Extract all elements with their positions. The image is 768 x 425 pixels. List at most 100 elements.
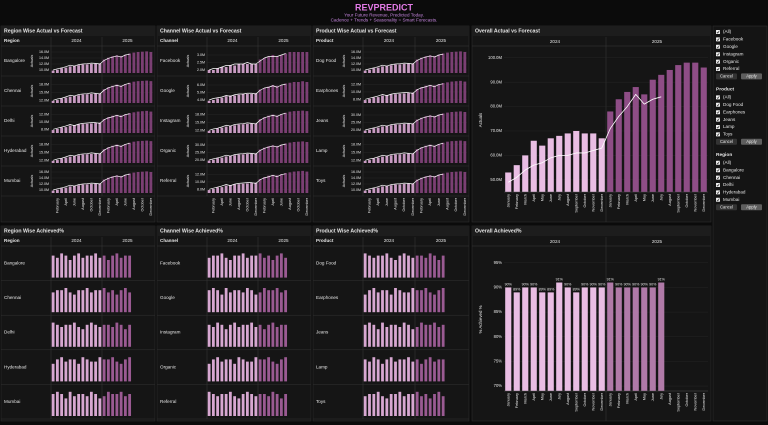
filter-option[interactable]: (All) [723,95,732,100]
filter-option[interactable]: Jeans [723,117,736,122]
checkbox[interactable] [716,67,720,71]
bar [284,53,288,73]
checkmark [716,38,720,41]
bar [72,359,76,382]
filter-option[interactable]: Bangalore [723,167,744,172]
button[interactable] [716,138,737,145]
bar [111,357,115,382]
button[interactable] [716,204,737,211]
filter-option[interactable]: Chennai [723,175,740,180]
bar [385,398,389,416]
filter-option[interactable]: (All) [723,29,732,34]
checkbox[interactable] [716,44,720,49]
button-label[interactable]: Apply [746,139,757,144]
filter-option[interactable]: Referral [723,66,739,71]
bar [262,147,266,163]
x-tick-label: April [220,198,224,206]
filter-option[interactable]: Instagram [723,51,744,56]
bar [564,133,571,192]
bar [51,255,55,278]
x-tick-label: June [549,393,553,401]
bar [72,294,76,313]
bar [55,69,59,73]
bar [424,116,428,133]
checkbox[interactable] [716,37,720,42]
axis-label: Actuals [342,55,346,68]
button-label[interactable]: Apply [746,74,757,79]
bar [51,394,55,416]
data-label: 89% [547,287,555,291]
checkmark [716,183,720,187]
line [209,53,286,71]
button[interactable] [741,73,762,80]
filter-option[interactable]: (All) [723,160,732,165]
bar [220,394,224,416]
bar [77,327,81,347]
row-label: Chennai [4,295,21,300]
button[interactable] [741,138,762,145]
checkbox[interactable] [716,183,720,187]
bar [402,253,406,278]
checkbox[interactable] [716,117,720,122]
filter-option[interactable]: Delhi [723,182,733,187]
checkbox[interactable] [716,110,720,115]
x-tick-label: June [123,198,127,206]
filter-option[interactable]: Google [723,44,738,49]
filter-option[interactable]: Toys [723,132,733,137]
bar [420,363,423,382]
bar [111,255,115,278]
button-label[interactable]: Cancel [720,204,733,209]
x-tick-label: February [420,198,424,213]
checkbox[interactable] [716,160,720,165]
checkbox[interactable] [716,125,720,129]
axis-label: Actuals [30,85,34,98]
bar [450,52,454,73]
bar [258,119,262,133]
button-label[interactable]: Cancel [720,74,733,79]
bar [111,176,115,193]
y-tick-label: 18.0M [39,142,49,146]
bar [254,294,258,313]
checkbox[interactable] [716,175,720,180]
x-tick-label: March [523,393,527,404]
checkbox[interactable] [716,197,720,202]
bar [77,124,81,133]
checkbox[interactable] [716,52,720,57]
bar [237,398,241,416]
bar [279,55,283,73]
checkbox[interactable] [716,30,720,34]
bar [233,322,237,347]
bar [459,51,462,73]
bar [649,79,656,192]
button[interactable] [741,204,762,211]
button-label[interactable]: Cancel [720,139,733,144]
column-header: Region [4,38,20,43]
bar [233,155,237,163]
filter-option[interactable]: Hyderabad [723,190,746,195]
filter-option[interactable]: Lamp [723,124,735,129]
checkbox[interactable] [716,59,720,64]
y-tick-label: 15.0M [195,120,205,124]
line [365,83,444,100]
checkbox[interactable] [716,168,720,173]
x-tick-label: April [428,198,432,206]
x-tick-label: October [454,197,458,211]
line [53,142,130,161]
filter-option[interactable]: Mumbai [723,197,739,202]
checkbox[interactable] [716,102,720,107]
bar [389,394,393,416]
button[interactable] [716,73,737,80]
checkbox[interactable] [716,95,720,100]
checkbox[interactable] [716,190,720,195]
bar [254,255,258,278]
checkbox[interactable] [716,132,720,137]
button-label[interactable]: Apply [746,204,757,209]
filter-option[interactable]: Dog Food [723,102,744,107]
bar [556,135,563,192]
filter-option[interactable]: Organic [723,59,740,64]
bar [301,110,305,133]
filter-option[interactable]: Earphones [723,109,746,114]
year-header: 2025 [122,38,133,43]
bar [385,253,389,278]
filter-option[interactable]: Facebook [723,37,744,42]
